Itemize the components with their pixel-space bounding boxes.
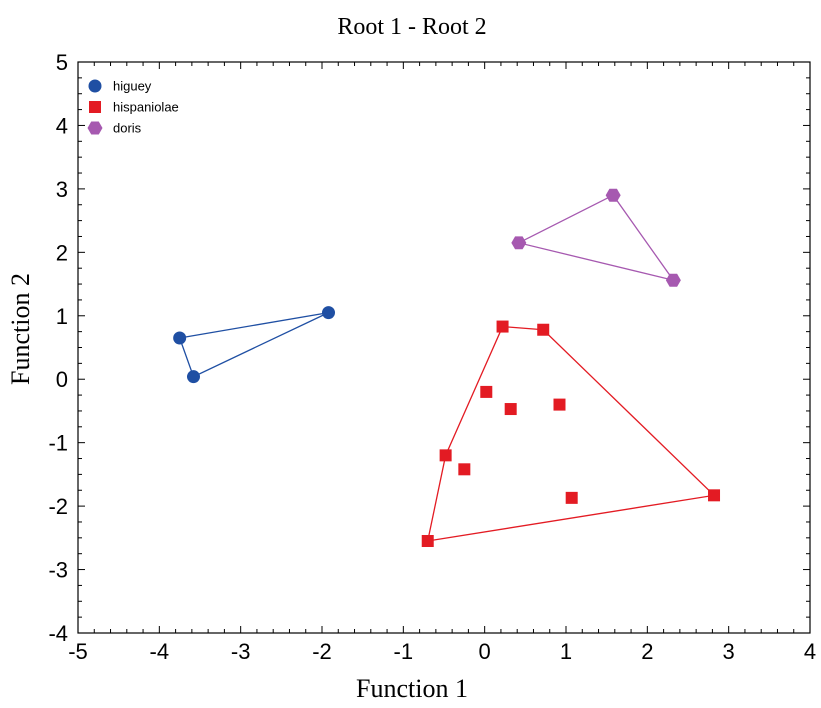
higuey-legend-marker [88, 79, 102, 93]
x-tick-label: -3 [231, 639, 251, 664]
y-tick-label: 1 [56, 304, 68, 329]
x-tick-label: -4 [150, 639, 170, 664]
higuey-point [322, 306, 336, 320]
y-tick-label: 3 [56, 177, 68, 202]
hispaniolae-hull [426, 325, 716, 542]
hispaniolae-point [553, 398, 566, 411]
y-tick-label: -4 [48, 621, 68, 646]
higuey-hull [178, 311, 329, 378]
higuey-point [173, 331, 187, 345]
hispaniolae-point [708, 489, 721, 502]
legend: higuey hispaniolae doris [87, 79, 179, 136]
hispaniolae-point [458, 463, 471, 476]
x-tick-label: 0 [479, 639, 491, 664]
axis-ticks [77, 61, 811, 634]
data-points [173, 188, 721, 548]
x-tick-label: 1 [560, 639, 572, 664]
hispaniolae-point [565, 491, 578, 504]
hispaniolae-point [504, 403, 517, 416]
y-tick-label: 2 [56, 240, 68, 265]
doris-point [511, 236, 527, 250]
doris-point [605, 188, 621, 202]
hispaniolae-point [496, 320, 509, 333]
convex-hulls [178, 194, 716, 542]
hispaniolae-legend-marker [89, 101, 101, 113]
y-tick-label: -1 [48, 431, 68, 456]
doris-legend-marker [87, 121, 103, 135]
hispaniolae-point [480, 385, 493, 398]
x-tick-label: 2 [641, 639, 653, 664]
y-axis-label: Function 2 [6, 273, 35, 385]
plot-area-frame [77, 61, 811, 634]
doris-point [665, 273, 681, 287]
hispaniolae-point [421, 535, 434, 548]
y-tick-label: 4 [56, 113, 68, 138]
higuey-point [186, 370, 200, 384]
x-tick-label: 3 [723, 639, 735, 664]
x-tick-label: -2 [312, 639, 332, 664]
x-axis-label: Function 1 [356, 674, 468, 703]
hispaniolae-legend-label: hispaniolae [113, 100, 179, 115]
chart-title: Root 1 - Root 2 [337, 14, 486, 40]
hispaniolae-point [537, 323, 550, 336]
x-tick-label: -1 [394, 639, 414, 664]
y-tick-label: 5 [56, 50, 68, 75]
doris-legend-label: doris [113, 121, 142, 136]
hispaniolae-point [439, 449, 452, 462]
x-tick-label: -5 [68, 639, 88, 664]
doris-hull [516, 194, 675, 282]
y-tick-label: -2 [48, 494, 68, 519]
y-tick-label: 0 [56, 367, 68, 392]
x-tick-label: 4 [804, 639, 816, 664]
y-tick-label: -3 [48, 558, 68, 583]
higuey-legend-label: higuey [113, 79, 152, 94]
